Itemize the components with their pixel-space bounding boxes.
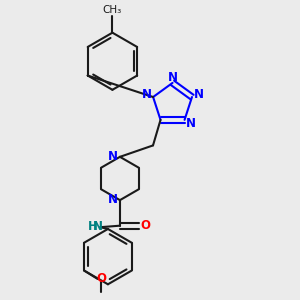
- Text: O: O: [96, 272, 106, 285]
- Text: CH₃: CH₃: [103, 5, 122, 15]
- Text: N: N: [194, 88, 204, 100]
- Text: O: O: [140, 219, 151, 232]
- Text: N: N: [93, 220, 103, 233]
- Text: N: N: [186, 117, 196, 130]
- Text: N: N: [142, 88, 152, 100]
- Text: N: N: [167, 71, 178, 84]
- Text: N: N: [107, 193, 117, 206]
- Text: N: N: [107, 150, 117, 163]
- Text: H: H: [88, 220, 98, 233]
